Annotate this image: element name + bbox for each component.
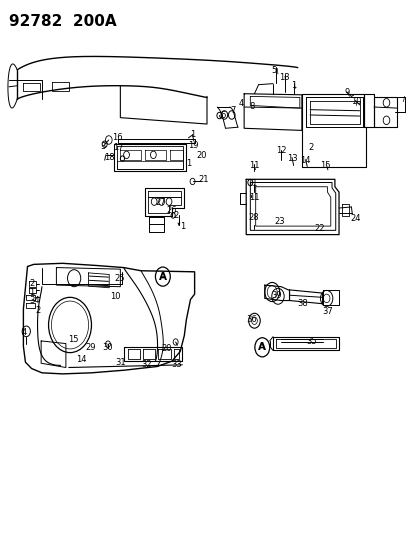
Text: 24: 24 (349, 214, 360, 223)
Text: 13: 13 (278, 73, 289, 82)
Text: 27: 27 (156, 198, 166, 207)
Text: 15: 15 (68, 335, 79, 344)
Text: 1: 1 (29, 287, 35, 296)
Text: 37: 37 (322, 307, 332, 316)
Text: 1: 1 (190, 130, 195, 139)
Text: 36: 36 (246, 315, 257, 324)
Text: 35: 35 (306, 337, 316, 346)
Text: 21: 21 (197, 175, 208, 184)
Text: 10: 10 (110, 292, 121, 301)
Text: A: A (259, 343, 264, 352)
Text: 29: 29 (85, 343, 96, 352)
Text: 5: 5 (271, 66, 276, 75)
Text: 11: 11 (248, 193, 259, 202)
Text: 39: 39 (271, 291, 281, 300)
Text: 2: 2 (173, 211, 178, 220)
Text: 14: 14 (299, 156, 310, 165)
Text: 2: 2 (308, 143, 313, 152)
Text: 4: 4 (237, 99, 243, 108)
Text: 9: 9 (344, 87, 349, 96)
Text: 2: 2 (35, 305, 40, 314)
Text: 7: 7 (229, 106, 235, 115)
Text: 8: 8 (249, 102, 254, 111)
Text: 4: 4 (22, 328, 27, 337)
Text: 20: 20 (195, 151, 206, 160)
Text: 19: 19 (188, 141, 199, 150)
Text: 26: 26 (166, 206, 177, 215)
Text: 28: 28 (248, 213, 259, 222)
Text: 17: 17 (113, 143, 124, 152)
Text: 92782  200A: 92782 200A (9, 14, 116, 29)
Text: 1: 1 (180, 222, 185, 231)
Text: A: A (258, 342, 266, 352)
Text: 31: 31 (115, 358, 126, 367)
Text: 10: 10 (350, 96, 361, 106)
Text: 1: 1 (291, 81, 296, 90)
Text: 11: 11 (248, 161, 259, 170)
Text: 6: 6 (220, 111, 225, 120)
Text: 32: 32 (141, 360, 152, 369)
Text: A: A (159, 272, 165, 281)
Text: 2: 2 (29, 279, 35, 288)
Text: A: A (159, 272, 166, 281)
Text: 38: 38 (297, 299, 307, 308)
Text: 25: 25 (114, 273, 125, 282)
Text: 22: 22 (313, 224, 324, 233)
Text: 14: 14 (76, 355, 87, 364)
Text: 15: 15 (320, 161, 330, 170)
Text: 3: 3 (100, 142, 105, 151)
Text: 18: 18 (104, 153, 115, 162)
Text: 16: 16 (112, 133, 123, 142)
Text: 33: 33 (171, 360, 182, 369)
Text: 23: 23 (274, 217, 284, 227)
Text: 13: 13 (286, 154, 297, 163)
Text: 1: 1 (186, 159, 191, 168)
Text: 30: 30 (102, 343, 112, 352)
Text: 34: 34 (30, 296, 40, 305)
Text: 12: 12 (275, 146, 285, 155)
Text: 11: 11 (246, 179, 256, 188)
Text: 20: 20 (161, 344, 171, 353)
